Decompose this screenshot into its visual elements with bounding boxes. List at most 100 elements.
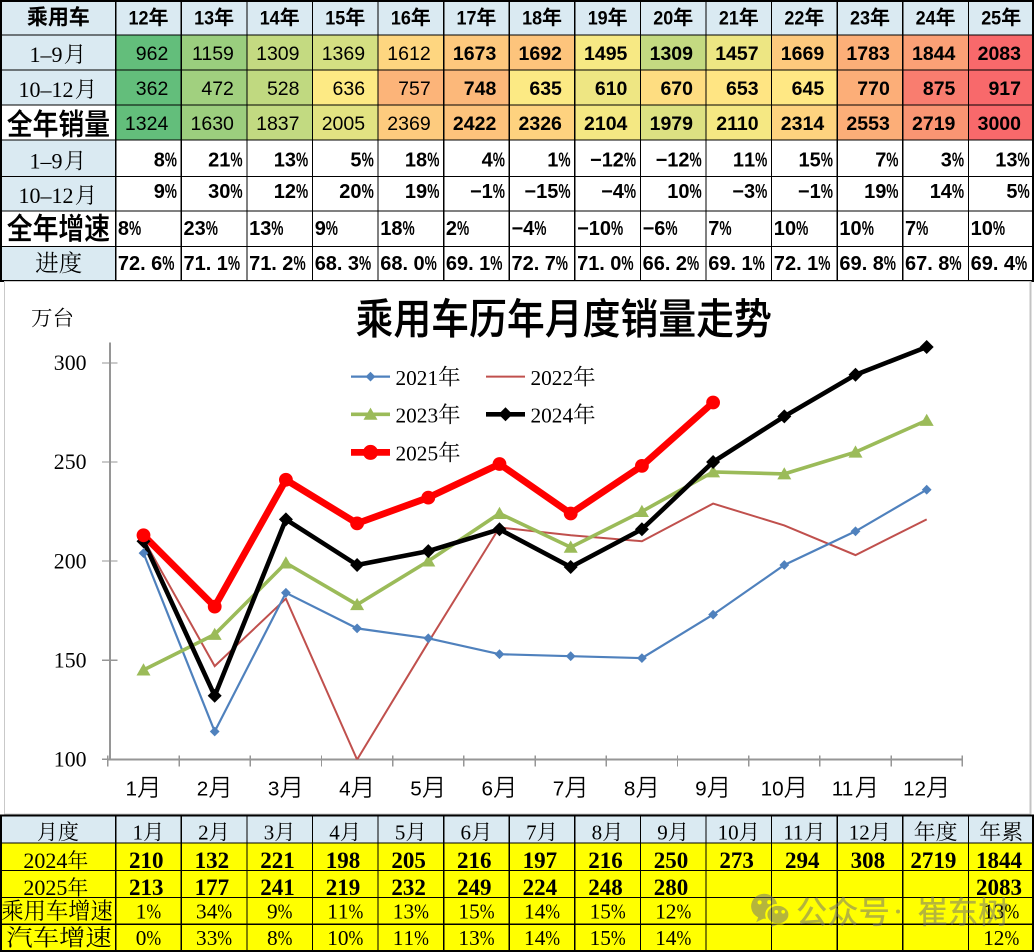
svg-text:5: 5	[469, 899, 480, 923]
svg-text:1: 1	[524, 926, 535, 950]
svg-text:%: %	[217, 926, 232, 950]
svg-text:653: 653	[726, 78, 759, 100]
svg-text:1: 1	[274, 150, 285, 172]
svg-text:10–12: 10–12	[19, 183, 74, 208]
svg-text:6: 6	[839, 253, 850, 275]
svg-text:2: 2	[613, 150, 624, 172]
svg-text:1612: 1612	[387, 43, 430, 65]
svg-text:.: .	[271, 253, 277, 275]
svg-text:9: 9	[457, 253, 468, 275]
svg-text:%: %	[558, 181, 570, 203]
svg-text:4: 4	[1004, 253, 1016, 275]
svg-text:221: 221	[260, 848, 295, 873]
svg-text:9: 9	[875, 181, 886, 203]
svg-text:1159: 1159	[192, 43, 234, 65]
svg-text:1: 1	[219, 150, 230, 172]
svg-text:2083: 2083	[978, 43, 1022, 65]
svg-text:1: 1	[405, 150, 416, 172]
svg-text:3: 3	[469, 926, 480, 950]
svg-text:1: 1	[810, 181, 821, 203]
svg-text:%: %	[362, 181, 374, 203]
svg-text:2: 2	[785, 253, 796, 275]
svg-text:%: %	[534, 218, 546, 240]
svg-text:216: 216	[588, 848, 623, 873]
svg-text:1: 1	[274, 181, 285, 203]
svg-text:248: 248	[588, 875, 623, 900]
svg-text:5: 5	[350, 150, 361, 172]
svg-text:4: 4	[329, 821, 340, 845]
svg-text:6: 6	[315, 253, 326, 275]
svg-text:9: 9	[315, 218, 326, 240]
svg-text:1: 1	[479, 253, 490, 275]
svg-text:1630: 1630	[191, 113, 235, 135]
svg-text:1495: 1495	[584, 43, 628, 65]
svg-text:3: 3	[264, 821, 275, 845]
svg-text:150: 150	[54, 648, 87, 672]
svg-text:308: 308	[851, 848, 886, 873]
svg-text:4: 4	[535, 899, 546, 923]
svg-text:4: 4	[666, 926, 677, 950]
svg-text:0: 0	[338, 926, 349, 950]
svg-text:1: 1	[744, 150, 755, 172]
svg-text:1: 1	[547, 150, 558, 172]
svg-text:%: %	[359, 253, 371, 275]
svg-text:1844: 1844	[912, 43, 956, 65]
svg-text:.: .	[731, 253, 737, 275]
svg-text:2023: 2023	[396, 404, 439, 428]
svg-text:12: 12	[849, 821, 870, 845]
svg-text:.: .	[796, 253, 802, 275]
svg-text:8: 8	[416, 150, 427, 172]
svg-text:9: 9	[851, 253, 862, 275]
svg-text:6: 6	[643, 253, 654, 275]
svg-text:7: 7	[526, 821, 537, 845]
svg-text:250: 250	[654, 848, 689, 873]
svg-text:%: %	[414, 899, 429, 923]
svg-text:%: %	[687, 253, 699, 275]
svg-text:1: 1	[405, 181, 416, 203]
svg-text:2: 2	[994, 926, 1005, 950]
svg-text:%: %	[427, 150, 439, 172]
svg-text:1: 1	[458, 899, 469, 923]
svg-text:200: 200	[54, 549, 87, 573]
svg-text:2: 2	[666, 899, 677, 923]
svg-text:%: %	[1015, 253, 1027, 275]
svg-text:1309: 1309	[650, 43, 694, 65]
svg-text:14: 14	[260, 8, 280, 30]
svg-text:−: −	[643, 218, 655, 240]
svg-text:4: 4	[339, 778, 351, 801]
svg-text:250: 250	[54, 450, 87, 474]
svg-text:362: 362	[136, 78, 169, 100]
svg-text:2326: 2326	[519, 113, 563, 135]
svg-text:770: 770	[857, 78, 890, 100]
svg-text:22: 22	[784, 8, 804, 30]
svg-text:%: %	[1018, 150, 1030, 172]
svg-text:10: 10	[761, 778, 784, 801]
svg-text:2: 2	[208, 150, 219, 172]
svg-text:2: 2	[285, 181, 296, 203]
svg-text:1: 1	[458, 926, 469, 950]
svg-text:8: 8	[154, 150, 165, 172]
svg-text:1324: 1324	[125, 113, 169, 135]
svg-text:1: 1	[126, 778, 138, 801]
svg-text:1673: 1673	[453, 43, 497, 65]
svg-text:%: %	[326, 218, 338, 240]
svg-text:13: 13	[194, 8, 214, 30]
svg-text:1309: 1309	[256, 43, 299, 65]
svg-text:1: 1	[393, 899, 404, 923]
svg-text:5: 5	[1006, 181, 1017, 203]
svg-text:2: 2	[198, 821, 209, 845]
svg-text:2022: 2022	[531, 366, 574, 390]
svg-text:%: %	[796, 218, 808, 240]
svg-text:197: 197	[523, 848, 558, 873]
svg-text:%: %	[818, 253, 830, 275]
svg-text:−: −	[470, 181, 482, 203]
svg-text:%: %	[425, 253, 437, 275]
svg-text:219: 219	[326, 875, 361, 900]
svg-text:9: 9	[416, 181, 427, 203]
svg-text:−: −	[590, 150, 602, 172]
svg-text:280: 280	[654, 875, 689, 900]
svg-text:216: 216	[457, 848, 492, 873]
svg-text:224: 224	[523, 875, 558, 900]
svg-text:2369: 2369	[387, 113, 430, 135]
svg-text:2024: 2024	[23, 848, 67, 873]
